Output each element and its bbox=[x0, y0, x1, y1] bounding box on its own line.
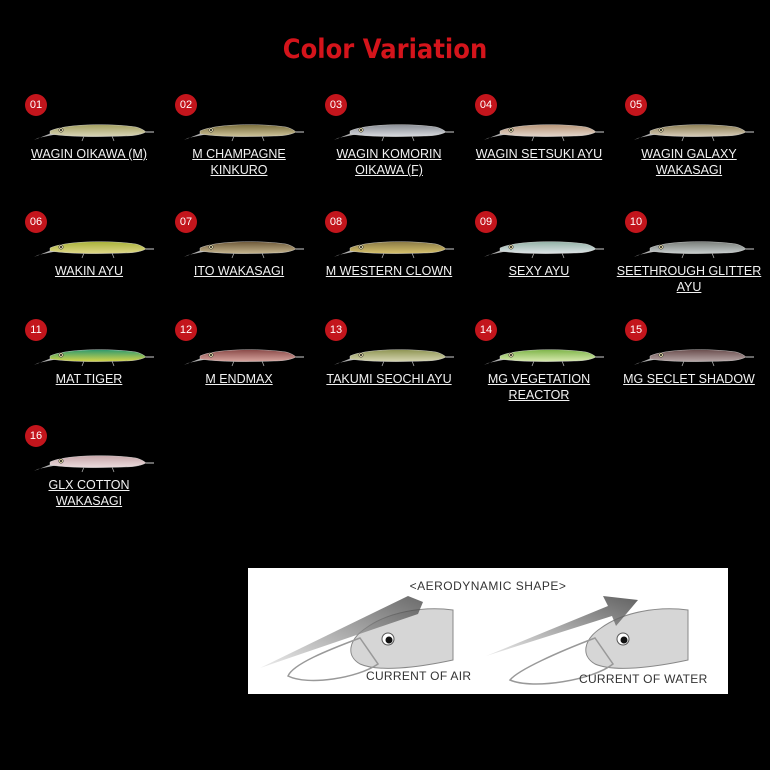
color-number-badge: 04 bbox=[475, 94, 497, 116]
lure-image bbox=[634, 349, 754, 367]
lure-image bbox=[34, 349, 154, 367]
color-number-badge: 06 bbox=[25, 211, 47, 233]
lure-head-left bbox=[260, 596, 454, 682]
lure-image bbox=[484, 241, 604, 259]
color-name-link[interactable]: WAGIN GALAXY WAKASAGI bbox=[641, 147, 737, 177]
color-name-link[interactable]: GLX COTTON WAKASAGI bbox=[48, 478, 130, 508]
color-name-link[interactable]: WAGIN OIKAWA (M) bbox=[31, 147, 147, 161]
color-item[interactable]: 08 M WESTERN CLOWN bbox=[314, 211, 464, 311]
color-number-badge: 14 bbox=[475, 319, 497, 341]
color-number-badge: 05 bbox=[625, 94, 647, 116]
color-number-badge: 15 bbox=[625, 319, 647, 341]
color-name-link[interactable]: SEXY AYU bbox=[508, 264, 570, 278]
lure-head-right bbox=[486, 596, 689, 685]
color-number-badge: 01 bbox=[25, 94, 47, 116]
lure-image bbox=[634, 124, 754, 142]
lure-image bbox=[334, 349, 454, 367]
color-item[interactable]: 16 GLX COTTON WAKASAGI bbox=[14, 425, 164, 525]
aerodynamic-illustration bbox=[260, 596, 689, 685]
color-name-link[interactable]: SEETHROUGH GLITTER AYU bbox=[616, 264, 762, 294]
color-number-badge: 11 bbox=[25, 319, 47, 341]
lure-image bbox=[334, 124, 454, 142]
color-number-badge: 10 bbox=[625, 211, 647, 233]
color-name-link[interactable]: TAKUMI SEOCHI AYU bbox=[326, 372, 452, 386]
color-item[interactable]: 15 MG SECLET SHADOW bbox=[614, 319, 764, 419]
lure-image bbox=[634, 241, 754, 259]
color-name-link[interactable]: ITO WAKASAGI bbox=[193, 264, 285, 278]
color-variation-grid: 01 WAGIN OIKAWA (M) 02 M CHAMPAGNE KINKURO 0… bbox=[14, 94, 764, 525]
color-name-link[interactable]: M ENDMAX bbox=[205, 372, 273, 386]
color-item[interactable]: 12 M ENDMAX bbox=[164, 319, 314, 419]
lure-image bbox=[484, 349, 604, 367]
color-item[interactable]: 01 WAGIN OIKAWA (M) bbox=[14, 94, 164, 194]
lure-image bbox=[184, 124, 304, 142]
color-item[interactable]: 10 SEETHROUGH GLITTER AYU bbox=[614, 211, 764, 311]
color-item[interactable]: 02 M CHAMPAGNE KINKURO bbox=[164, 94, 314, 194]
color-name-link[interactable]: WAGIN KOMORIN OIKAWA (F) bbox=[336, 147, 442, 177]
color-number-badge: 02 bbox=[175, 94, 197, 116]
current-of-water-label: CURRENT OF WATER bbox=[579, 672, 708, 686]
lure-image bbox=[34, 241, 154, 259]
color-number-badge: 16 bbox=[25, 425, 47, 447]
color-number-badge: 13 bbox=[325, 319, 347, 341]
color-number-badge: 07 bbox=[175, 211, 197, 233]
color-item[interactable]: 05 WAGIN GALAXY WAKASAGI bbox=[614, 94, 764, 194]
color-item[interactable]: 07 ITO WAKASAGI bbox=[164, 211, 314, 311]
color-number-badge: 08 bbox=[325, 211, 347, 233]
color-name-link[interactable]: MG SECLET SHADOW bbox=[623, 372, 755, 386]
lure-image bbox=[484, 124, 604, 142]
color-item[interactable]: 09 SEXY AYU bbox=[464, 211, 614, 311]
lure-image bbox=[184, 241, 304, 259]
color-number-badge: 12 bbox=[175, 319, 197, 341]
aerodynamic-shape-diagram: <AERODYNAMIC SHAPE> bbox=[248, 568, 728, 694]
color-item[interactable]: 14 MG VEGETATION REACTOR bbox=[464, 319, 614, 419]
color-item[interactable]: 13 TAKUMI SEOCHI AYU bbox=[314, 319, 464, 419]
color-name-link[interactable]: WAGIN SETSUKI AYU bbox=[475, 147, 603, 161]
color-item[interactable]: 11 MAT TIGER bbox=[14, 319, 164, 419]
current-of-air-label: CURRENT OF AIR bbox=[366, 669, 472, 683]
color-name-link[interactable]: M CHAMPAGNE KINKURO bbox=[192, 147, 286, 177]
color-name-link[interactable]: WAKIN AYU bbox=[54, 264, 124, 278]
color-item[interactable]: 03 WAGIN KOMORIN OIKAWA (F) bbox=[314, 94, 464, 194]
color-item[interactable]: 06 WAKIN AYU bbox=[14, 211, 164, 311]
page-title: Color Variation bbox=[282, 34, 488, 65]
lure-image bbox=[34, 455, 154, 473]
color-item[interactable]: 04 WAGIN SETSUKI AYU bbox=[464, 94, 614, 194]
color-name-link[interactable]: MG VEGETATION REACTOR bbox=[487, 372, 591, 402]
lure-image bbox=[184, 349, 304, 367]
lure-image bbox=[334, 241, 454, 259]
color-name-link[interactable]: M WESTERN CLOWN bbox=[325, 264, 453, 278]
diagram-title: <AERODYNAMIC SHAPE> bbox=[409, 579, 567, 593]
color-number-badge: 03 bbox=[325, 94, 347, 116]
color-number-badge: 09 bbox=[475, 211, 497, 233]
color-name-link[interactable]: MAT TIGER bbox=[55, 372, 123, 386]
lure-image bbox=[34, 124, 154, 142]
